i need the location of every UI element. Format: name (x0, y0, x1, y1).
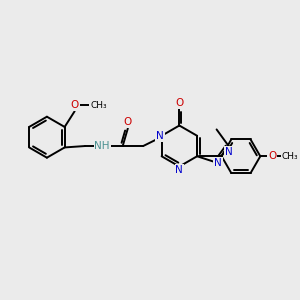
Text: CH₃: CH₃ (90, 100, 107, 109)
Text: N: N (156, 131, 164, 141)
Text: O: O (70, 100, 79, 110)
Text: N: N (225, 147, 232, 157)
Text: N: N (214, 158, 222, 168)
Text: N: N (176, 165, 183, 175)
Text: CH₃: CH₃ (282, 152, 298, 161)
Text: O: O (268, 151, 276, 161)
Text: O: O (124, 117, 132, 127)
Text: O: O (175, 98, 184, 108)
Text: NH: NH (94, 141, 110, 151)
